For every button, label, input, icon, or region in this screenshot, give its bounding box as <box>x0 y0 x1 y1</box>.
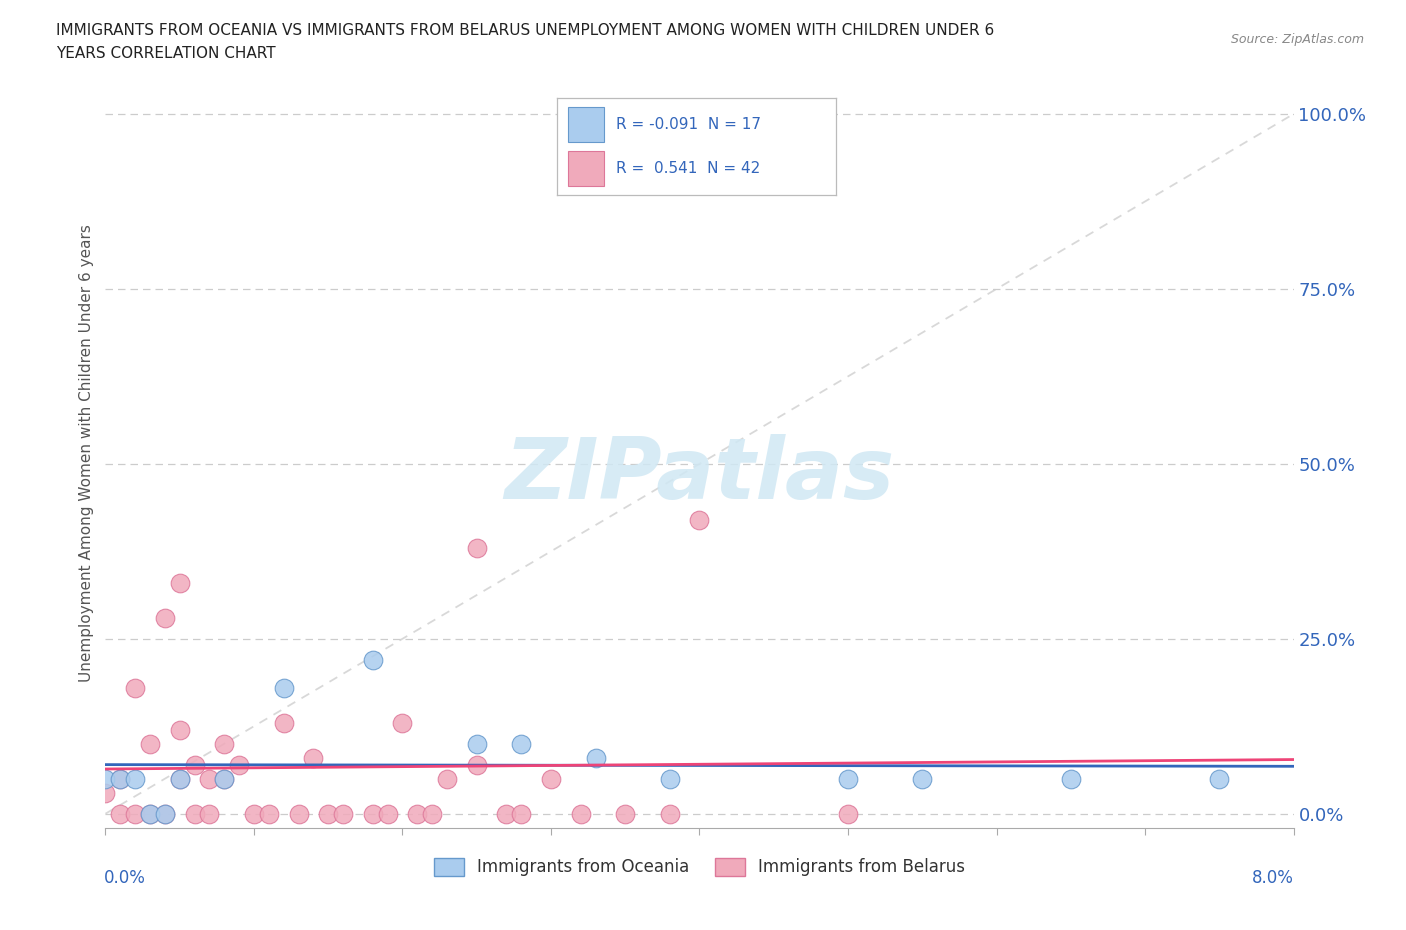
Point <box>436 771 458 786</box>
Point <box>110 771 132 786</box>
Point <box>361 806 384 821</box>
Point <box>569 806 592 821</box>
Point <box>273 715 295 730</box>
Text: IMMIGRANTS FROM OCEANIA VS IMMIGRANTS FROM BELARUS UNEMPLOYMENT AMONG WOMEN WITH: IMMIGRANTS FROM OCEANIA VS IMMIGRANTS FR… <box>56 23 994 38</box>
Point <box>169 771 191 786</box>
Point <box>316 806 339 821</box>
Text: 8.0%: 8.0% <box>1251 869 1294 887</box>
Point <box>273 681 295 696</box>
Point <box>124 771 146 786</box>
Point <box>139 806 162 821</box>
Y-axis label: Unemployment Among Women with Children Under 6 years: Unemployment Among Women with Children U… <box>79 224 94 683</box>
Point <box>198 806 221 821</box>
Point <box>585 751 607 765</box>
Legend: Immigrants from Oceania, Immigrants from Belarus: Immigrants from Oceania, Immigrants from… <box>427 851 972 883</box>
Point <box>169 576 191 591</box>
Point <box>183 757 205 772</box>
Point <box>214 771 236 786</box>
Point <box>169 723 191 737</box>
Text: YEARS CORRELATION CHART: YEARS CORRELATION CHART <box>56 46 276 61</box>
Point <box>837 771 859 786</box>
Text: ZIPatlas: ZIPatlas <box>505 434 894 517</box>
Point <box>153 806 176 821</box>
Point <box>391 715 413 730</box>
Point <box>614 806 637 821</box>
Point <box>124 806 146 821</box>
Point <box>183 806 205 821</box>
Point <box>257 806 280 821</box>
Point <box>689 512 711 527</box>
Point <box>124 681 146 696</box>
Point <box>214 737 236 751</box>
Point <box>94 785 117 800</box>
Text: 0.0%: 0.0% <box>104 869 146 887</box>
Point <box>214 771 236 786</box>
Point <box>110 771 132 786</box>
Text: Source: ZipAtlas.com: Source: ZipAtlas.com <box>1230 33 1364 46</box>
Point <box>169 771 191 786</box>
Point <box>658 771 681 786</box>
Point <box>377 806 399 821</box>
Point <box>837 806 859 821</box>
Point <box>198 771 221 786</box>
Point <box>361 652 384 667</box>
Point <box>406 806 429 821</box>
Point <box>420 806 443 821</box>
Point <box>94 771 117 786</box>
Point <box>465 737 488 751</box>
Point <box>243 806 266 821</box>
Point <box>1208 771 1230 786</box>
Point <box>658 806 681 821</box>
Point <box>287 806 309 821</box>
Point <box>332 806 354 821</box>
Point <box>302 751 325 765</box>
Point <box>153 610 176 625</box>
Point <box>1060 771 1083 786</box>
Point <box>228 757 250 772</box>
Point <box>510 806 533 821</box>
Point <box>465 540 488 555</box>
Point <box>139 806 162 821</box>
Point <box>465 757 488 772</box>
Point <box>510 737 533 751</box>
Point <box>153 806 176 821</box>
Point <box>139 737 162 751</box>
Point <box>110 806 132 821</box>
Point <box>540 771 562 786</box>
Point <box>911 771 934 786</box>
Point <box>495 806 517 821</box>
